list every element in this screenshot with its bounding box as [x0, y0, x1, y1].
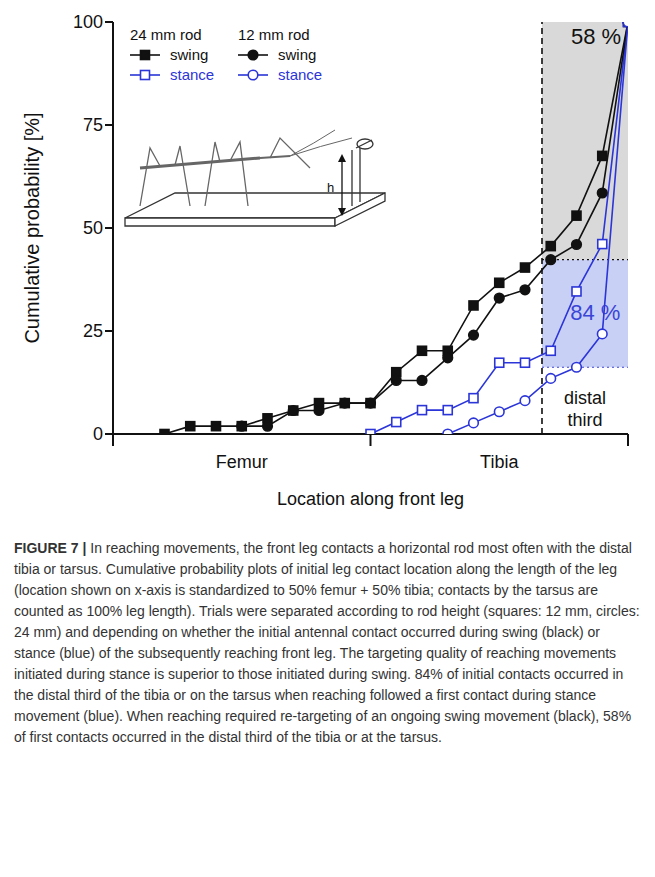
svg-text:Tibia: Tibia — [480, 452, 519, 472]
svg-text:100: 100 — [73, 12, 103, 32]
svg-text:50: 50 — [83, 218, 103, 238]
html-text:FIGURE 7 | In reaching movemen: FIGURE 7 | In reaching movements, the fr… — [14, 540, 640, 745]
svg-text:Femur: Femur — [216, 452, 268, 472]
svg-text:stance: stance — [278, 66, 322, 83]
svg-text:h: h — [327, 180, 334, 195]
svg-text:25: 25 — [83, 321, 103, 341]
svg-text:Cumulative probability [%]: Cumulative probability [%] — [21, 112, 43, 343]
svg-text:75: 75 — [83, 115, 103, 135]
svg-text:stance: stance — [170, 66, 214, 83]
svg-text:84 %: 84 % — [570, 300, 620, 325]
svg-text:swing: swing — [278, 46, 316, 63]
svg-text:12 mm rod: 12 mm rod — [238, 26, 310, 43]
svg-text:0: 0 — [93, 424, 103, 444]
svg-text:58 %: 58 % — [571, 24, 621, 49]
svg-text:Location along front leg: Location along front leg — [277, 489, 464, 509]
svg-text:24 mm rod: 24 mm rod — [130, 26, 202, 43]
svg-text:distalthird: distalthird — [564, 388, 606, 430]
svg-text:swing: swing — [170, 46, 208, 63]
